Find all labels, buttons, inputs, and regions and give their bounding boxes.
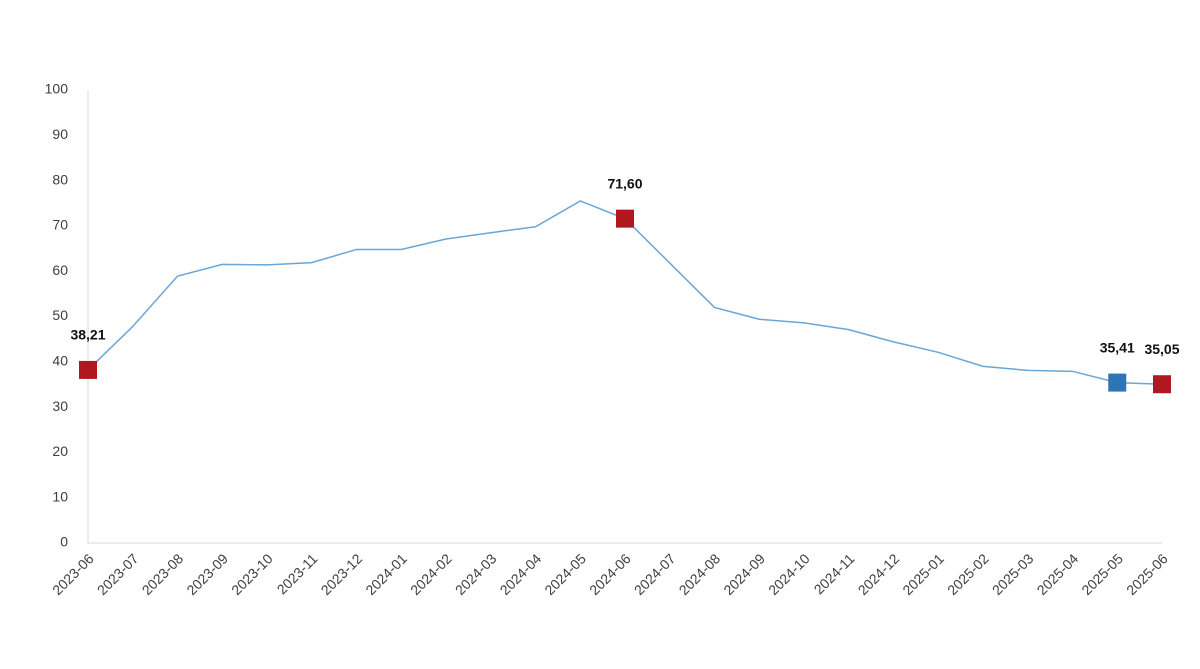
- x-tick-label: 2023-09: [183, 550, 231, 598]
- x-tick-label: 2024-08: [676, 550, 724, 598]
- x-tick-label: 2024-01: [362, 550, 410, 598]
- marker: [79, 360, 97, 379]
- x-tick-label: 2024-04: [497, 550, 545, 598]
- y-tick-label: 40: [52, 353, 68, 369]
- x-tick-label: 2025-02: [944, 550, 992, 598]
- y-tick-label: 90: [52, 126, 68, 142]
- x-tick-label: 2023-08: [139, 550, 187, 598]
- x-tick-label: 2024-06: [586, 550, 634, 598]
- y-tick-label: 0: [60, 534, 68, 550]
- x-tick-label: 2025-04: [1034, 550, 1082, 598]
- x-tick-label: 2024-03: [452, 550, 500, 598]
- data-label: 35,41: [1100, 339, 1135, 355]
- x-tick-label: 2024-09: [720, 550, 768, 598]
- x-tick-label: 2025-03: [989, 550, 1037, 598]
- y-tick-label: 100: [45, 81, 69, 97]
- data-label: 38,21: [70, 327, 105, 343]
- y-tick-label: 50: [52, 307, 68, 323]
- y-tick-label: 70: [52, 217, 68, 233]
- x-tick-label: 2024-07: [631, 550, 679, 598]
- marker: [616, 209, 634, 228]
- marker: [1153, 375, 1171, 394]
- y-tick-label: 80: [52, 171, 68, 187]
- x-tick-label: 2024-12: [855, 550, 903, 598]
- line: [87, 200, 1163, 385]
- data-label: 71,60: [607, 175, 642, 191]
- marker: [1108, 373, 1127, 392]
- x-tick-label: 2025-05: [1078, 550, 1126, 598]
- x-tick-label: 2023-07: [94, 550, 142, 598]
- y-tick-label: 10: [52, 488, 68, 504]
- y-tick-label: 30: [52, 398, 68, 414]
- x-tick-label: 2023-06: [49, 550, 97, 598]
- x-tick-label: 2025-01: [899, 550, 947, 598]
- x-tick-label: 2023-10: [228, 550, 276, 598]
- x-tick-label: 2024-10: [765, 550, 813, 598]
- x-tick-label: 2024-02: [407, 550, 455, 598]
- x-tick-label: 2025-06: [1123, 550, 1171, 598]
- y-tick-label: 60: [52, 262, 68, 278]
- x-tick-label: 2024-05: [541, 550, 589, 598]
- x-tick-label: 2023-12: [318, 550, 366, 598]
- data-label: 35,05: [1144, 341, 1179, 357]
- y-tick-label: 20: [52, 443, 68, 459]
- x-tick-label: 2023-11: [274, 550, 321, 597]
- x-tick-label: 2024-11: [811, 550, 858, 597]
